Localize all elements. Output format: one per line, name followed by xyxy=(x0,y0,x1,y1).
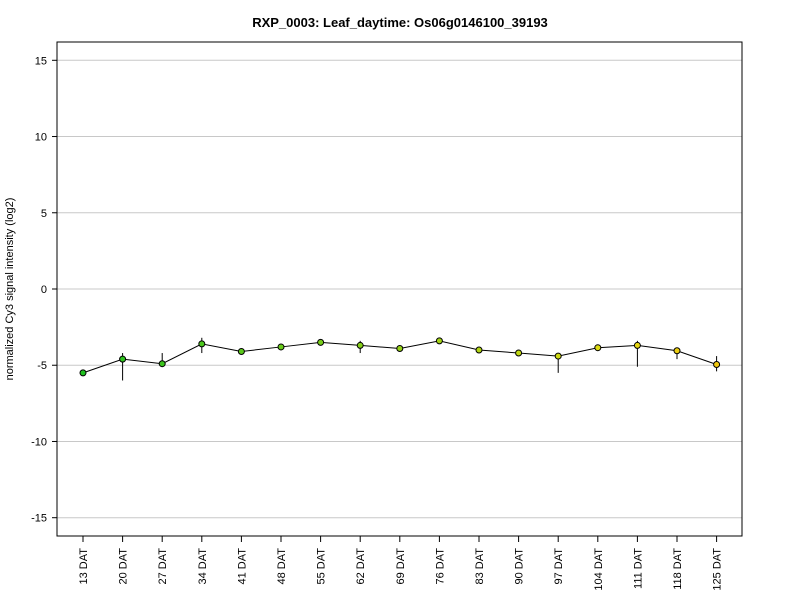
x-tick-label: 104 DAT xyxy=(593,548,605,591)
data-points xyxy=(79,337,721,377)
x-tick-label: 111 DAT xyxy=(632,548,644,589)
data-point xyxy=(396,344,404,352)
y-tick-label: -15 xyxy=(31,513,47,525)
x-tick-label: 125 DAT xyxy=(712,548,724,591)
data-point xyxy=(515,349,523,357)
x-tick-label: 55 DAT xyxy=(316,548,328,585)
data-point xyxy=(633,341,641,349)
x-tick-label: 62 DAT xyxy=(355,548,367,585)
data-point xyxy=(317,338,325,346)
x-tick-label: 27 DAT xyxy=(157,548,169,585)
data-point xyxy=(554,352,562,360)
x-tick-label: 69 DAT xyxy=(395,548,407,585)
y-tick-label: -10 xyxy=(31,436,47,448)
error-bars xyxy=(82,337,718,381)
x-tick-label: 90 DAT xyxy=(514,548,526,585)
x-tick-label: 97 DAT xyxy=(553,548,565,585)
x-tick-label: 83 DAT xyxy=(474,548,486,585)
data-point xyxy=(79,369,87,377)
y-axis: 15 10 5 0 -5 -10 -15 xyxy=(31,55,57,525)
x-axis: 13 DAT 20 DAT 27 DAT 34 DAT 41 DAT 48 DAT 55 D… xyxy=(78,536,724,591)
y-axis-label: normalized Cy3 signal intensity (log2) xyxy=(4,198,16,381)
data-point xyxy=(435,337,443,345)
data-point xyxy=(713,360,721,368)
y-tick-label: -5 xyxy=(37,360,47,372)
data-point xyxy=(673,347,681,355)
data-point xyxy=(119,355,127,363)
x-tick-label: 13 DAT xyxy=(78,548,90,585)
chart-title: RXP_0003: Leaf_daytime: Os06g0146100_391… xyxy=(252,15,548,30)
x-tick-label: 118 DAT xyxy=(672,548,684,590)
x-tick-label: 48 DAT xyxy=(276,548,288,585)
data-point xyxy=(158,360,166,368)
x-tick-label: 41 DAT xyxy=(236,548,248,585)
y-tick-label: 5 xyxy=(41,208,47,220)
y-tick-label: 0 xyxy=(41,284,47,296)
y-tick-label: 10 xyxy=(35,132,47,144)
y-tick-label: 15 xyxy=(35,55,47,67)
data-point xyxy=(198,340,206,348)
x-tick-label: 76 DAT xyxy=(434,548,446,585)
data-point xyxy=(594,344,602,352)
grid-lines xyxy=(57,59,742,519)
x-tick-label: 20 DAT xyxy=(118,548,130,585)
data-point xyxy=(356,341,364,349)
data-point xyxy=(475,346,483,354)
data-point xyxy=(277,343,285,351)
x-tick-label: 34 DAT xyxy=(197,548,209,585)
data-point xyxy=(237,348,245,356)
